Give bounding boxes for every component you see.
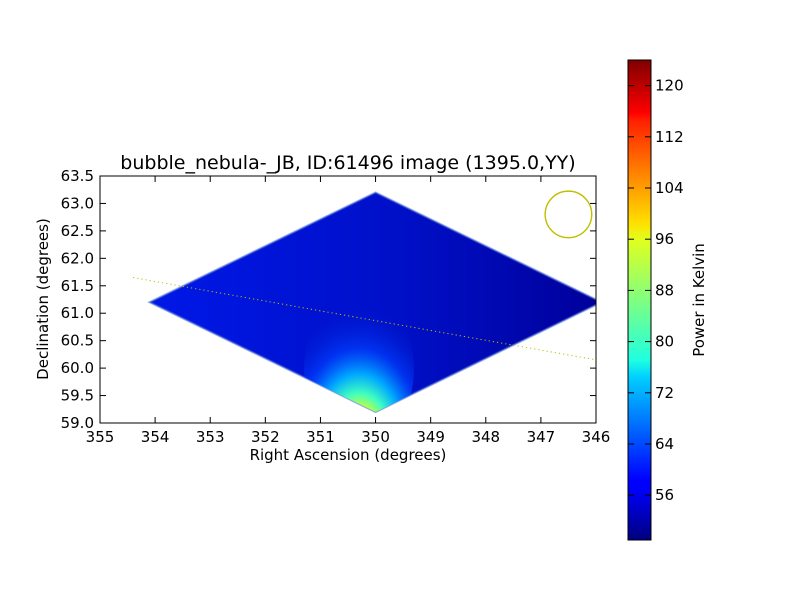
colorbar-scale: [627, 59, 652, 541]
x-tick-label: 347: [527, 428, 556, 446]
colorbar: 56 64 72 80 88 96 104 112 120 Power in Kelvin: [627, 59, 708, 541]
plot-area: [99, 175, 597, 424]
colorbar-tick-label: 64: [655, 435, 674, 453]
colorbar-tick-label: 112: [655, 128, 684, 146]
colorbar-tick-label: 72: [655, 384, 674, 402]
colorbar-tick-label: 104: [655, 179, 684, 197]
y-tick-label: 60.0: [61, 359, 94, 377]
x-tick-label: 350: [361, 428, 390, 446]
x-tick-label: 355: [86, 428, 115, 446]
colorbar-tick-label: 80: [655, 333, 674, 351]
x-tick-label: 346: [582, 428, 611, 446]
colorbar-tick-label: 96: [655, 230, 674, 248]
x-tick-label: 351: [306, 428, 335, 446]
x-tick-label: 354: [141, 428, 170, 446]
colorbar-tick-label: 56: [655, 486, 674, 504]
y-axis: 59.0 59.5 60.0 60.5 61.0 61.5 62.0 62.5 63.0 63.5: [61, 167, 596, 432]
y-tick-label: 61.5: [61, 277, 94, 295]
y-tick-label: 63.5: [61, 167, 94, 185]
y-axis-label: Declination (degrees): [34, 218, 52, 380]
beam-circle: [544, 190, 593, 239]
colorbar-label: Power in Kelvin: [690, 243, 708, 357]
x-tick-label: 353: [196, 428, 225, 446]
y-tick-label: 62.0: [61, 249, 94, 267]
x-axis: 355 354 353 352 351 350 349 348 347 346: [86, 176, 611, 446]
colorbar-tick-label: 120: [655, 77, 684, 95]
y-tick-label: 63.0: [61, 194, 94, 212]
x-tick-label: 349: [416, 428, 445, 446]
y-tick-label: 61.0: [61, 304, 94, 322]
y-tick-label: 59.5: [61, 387, 94, 405]
chart-title: bubble_nebula-_JB, ID:61496 image (1395.…: [120, 152, 575, 174]
colorbar-tick-label: 88: [655, 281, 674, 299]
plot-frame: [99, 175, 597, 424]
y-tick-label: 62.5: [61, 222, 94, 240]
y-tick-label: 60.5: [61, 332, 94, 350]
x-tick-label: 348: [471, 428, 500, 446]
y-tick-label: 59.0: [61, 414, 94, 432]
x-axis-label: Right Ascension (degrees): [250, 446, 447, 464]
x-tick-label: 352: [251, 428, 280, 446]
